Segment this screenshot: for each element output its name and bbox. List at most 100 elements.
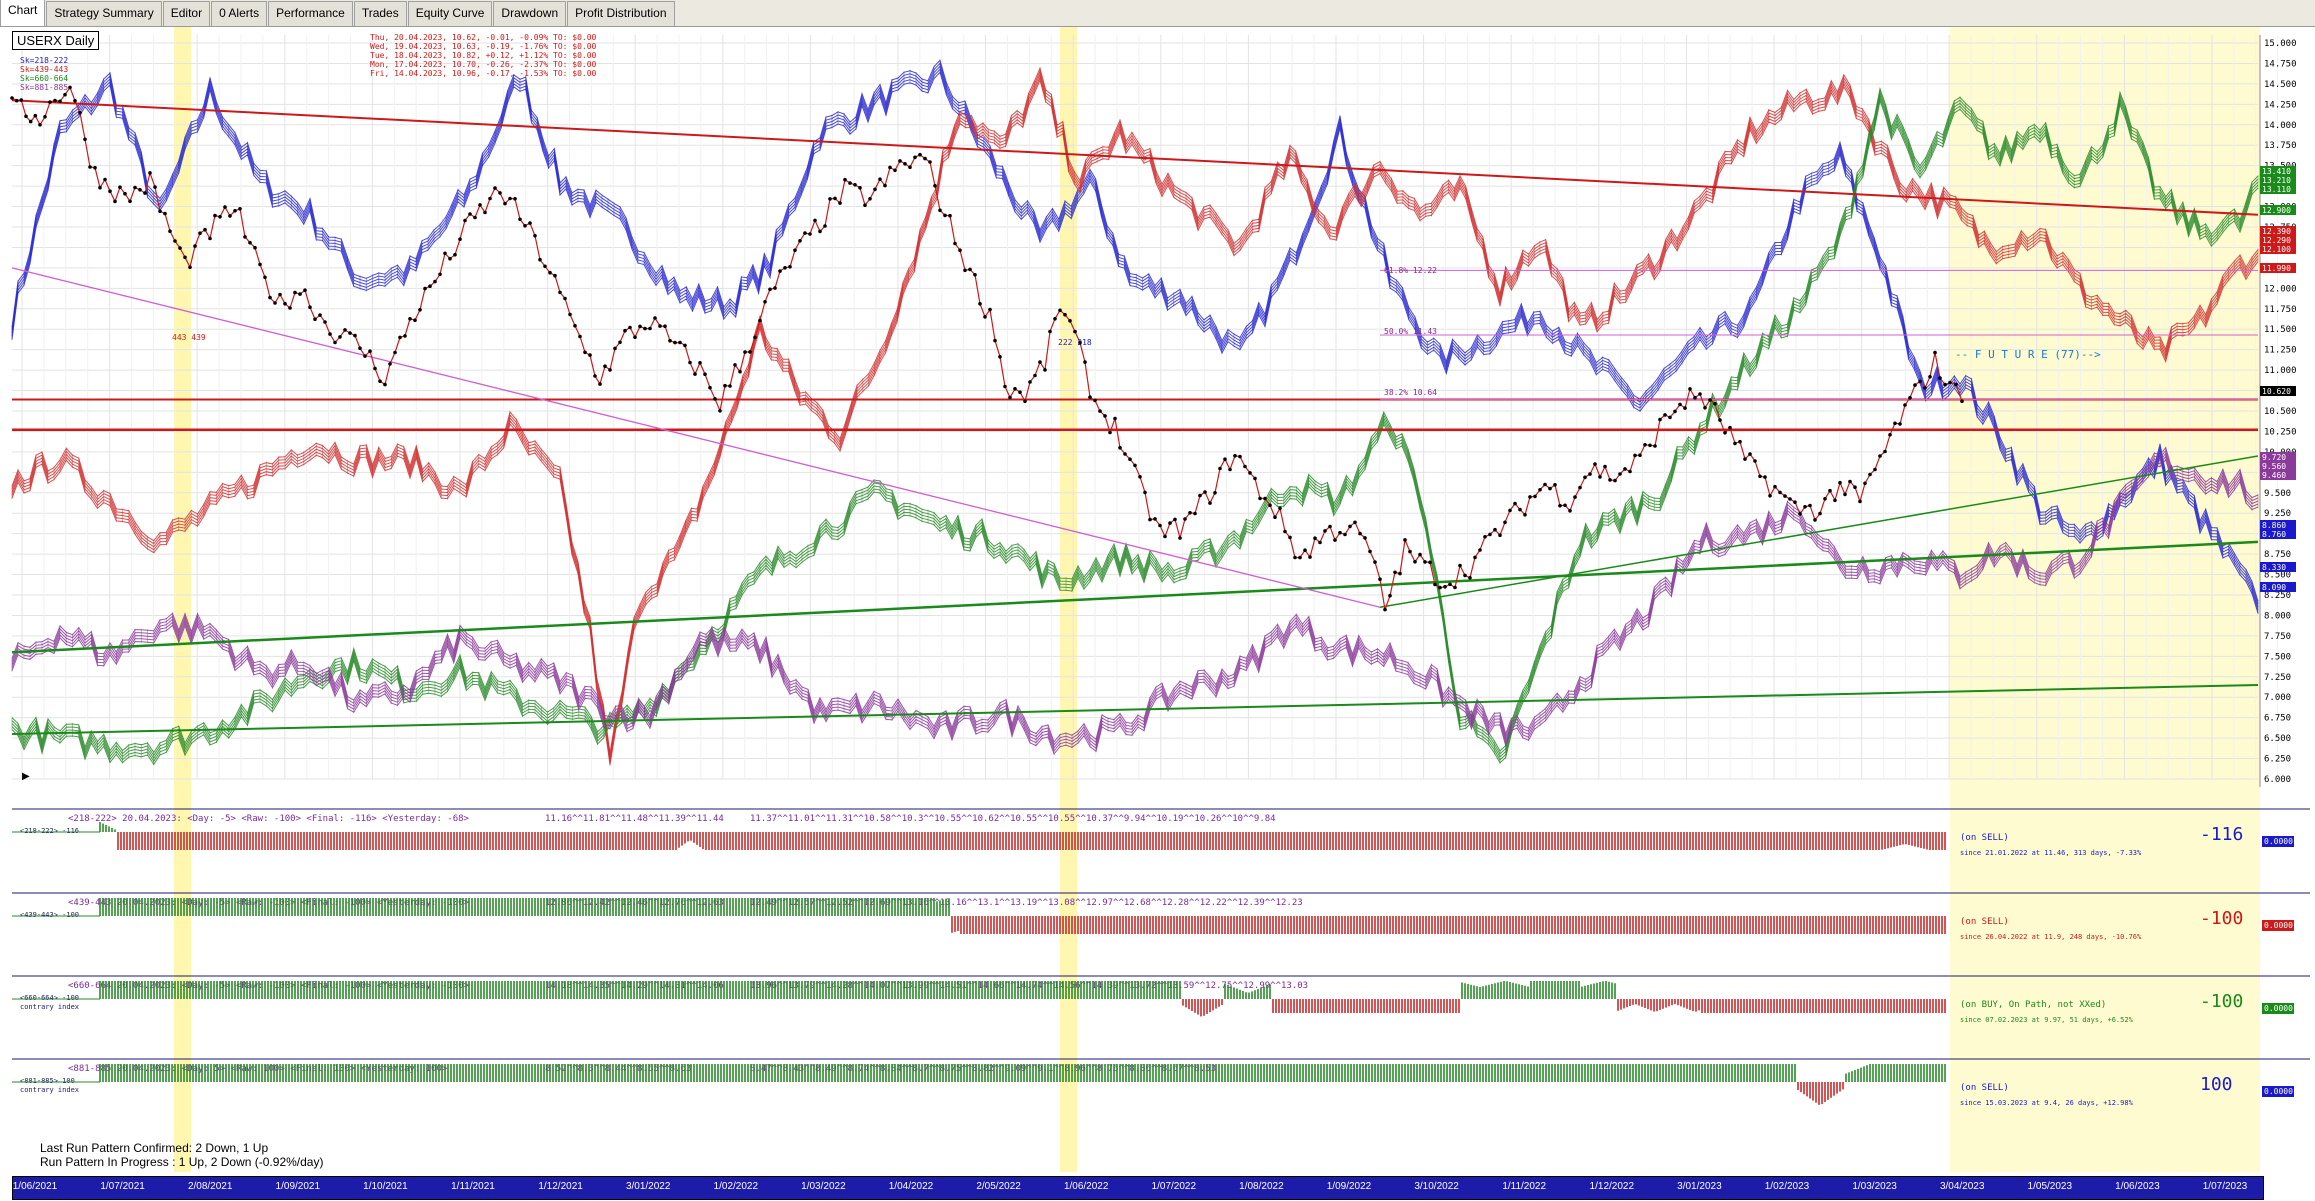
price-point [1728, 425, 1732, 430]
indicator-since: since 21.01.2022 at 11.46, 313 days, -7.… [1960, 849, 2142, 857]
price-point [698, 361, 702, 365]
price-point [1018, 390, 1022, 395]
price-point [448, 256, 452, 261]
price-point [928, 160, 932, 164]
green-series [11, 86, 2259, 766]
price-tick: 10.500 [2264, 407, 2297, 417]
price-point [308, 305, 312, 310]
price-point [1203, 490, 1207, 494]
indicator-box [2262, 1003, 2294, 1014]
price-point [678, 340, 682, 345]
price-point [173, 239, 177, 243]
date-label: 1/11/2021 [451, 1181, 495, 1192]
fib-label: 50.0% 11.43 [1384, 327, 1437, 336]
price-point [1878, 454, 1882, 458]
price-point [1563, 503, 1567, 508]
legend-entry: Sk=218-222 [20, 56, 68, 65]
price-badge-text: 9.720 [2262, 453, 2286, 462]
indicator-box-value: 0.0000 [2264, 837, 2293, 846]
indicator-seq2: 13.96^^13.79^^14.28^^14.07^^13.99^^14.51… [750, 981, 1308, 991]
green-trendline-lower [11, 683, 2259, 736]
price-point [753, 335, 757, 340]
price-point [613, 346, 617, 351]
price-point [1873, 467, 1877, 472]
price-point [418, 308, 422, 312]
price-point [118, 185, 122, 189]
price-badge: 8.760 [2260, 529, 2296, 539]
chart-panel[interactable]: 15.00014.75014.50014.25014.00013.75013.5… [0, 27, 2315, 1176]
price-badge-bg [2260, 452, 2296, 462]
price-point [1558, 503, 1562, 508]
price-point [1263, 496, 1267, 501]
price-point [1798, 512, 1802, 516]
price-point [568, 312, 572, 317]
price-point [903, 162, 907, 166]
tab-trades[interactable]: Trades [353, 1, 407, 26]
price-point [163, 211, 167, 216]
date-label: 1/05/2023 [2027, 1181, 2073, 1192]
price-chart[interactable]: 15.00014.75014.50014.25014.00013.75013.5… [0, 27, 2315, 1176]
price-point [1483, 535, 1487, 539]
price-point [98, 185, 102, 190]
play-icon[interactable]: ▶ [22, 771, 30, 782]
tab-performance[interactable]: Performance [268, 1, 353, 26]
date-label: 3/10/2022 [1414, 1181, 1459, 1192]
price-point [1323, 529, 1327, 533]
price-point [1713, 402, 1717, 406]
date-label: 1/03/2023 [1852, 1181, 1897, 1192]
price-point [653, 316, 657, 320]
price-point [1543, 482, 1547, 487]
price-point [413, 318, 417, 323]
tab-editor[interactable]: Editor [162, 1, 211, 26]
price-point [1343, 532, 1347, 537]
purple-series [11, 446, 2259, 755]
price-point [1368, 549, 1372, 554]
price-point [633, 335, 637, 340]
band-line [11, 449, 2259, 746]
price-point [573, 324, 577, 328]
price-point [1608, 478, 1612, 482]
indicator-box [2262, 920, 2294, 931]
indicator-since: since 26.04.2022 at 11.9, 248 days, -10.… [1960, 933, 2142, 941]
price-point [1463, 573, 1467, 578]
price-point [1678, 402, 1682, 407]
price-point [993, 338, 997, 343]
date-axis: 1/06/2021 1/07/2021 2/08/2021 1/09/2021 1/10… [12, 1176, 2264, 1200]
green-trendline-upper [11, 540, 2259, 654]
price-point [723, 383, 727, 388]
price-tick: 7.500 [2264, 652, 2291, 662]
indicator-score: -116 [2200, 824, 2243, 845]
price-point [1068, 319, 1072, 323]
price-point [958, 248, 962, 252]
price-point [498, 191, 502, 195]
tab-0-alerts[interactable]: 0 Alerts [211, 1, 268, 26]
date-label: 1/04/2022 [888, 1181, 934, 1192]
price-badge: 9.720 [2260, 452, 2296, 462]
price-badge-text: 12.900 [2262, 206, 2291, 215]
price-point [1043, 368, 1047, 372]
tab-strategy-summary[interactable]: Strategy Summary [46, 1, 162, 26]
price-badge-bg [2260, 386, 2296, 396]
price-badge-bg [2260, 184, 2296, 194]
symbol-label[interactable]: USERX Daily [12, 31, 100, 50]
price-badge: 12.390 [2260, 226, 2296, 236]
price-badge-text: 13.210 [2262, 176, 2291, 185]
tab-chart[interactable]: Chart [0, 0, 46, 26]
price-point [1118, 446, 1122, 450]
price-badge-bg [2260, 520, 2296, 530]
price-point [878, 177, 882, 181]
price-point [663, 324, 667, 329]
price-point [1938, 376, 1942, 380]
tab-drawdown[interactable]: Drawdown [493, 1, 567, 26]
indicator-seq1: 8.52^^8.3^^8.44^^8.65^^8.63 [545, 1064, 691, 1074]
price-point [278, 292, 282, 297]
price-point [1153, 517, 1157, 521]
price-point [1453, 585, 1457, 590]
tab-profit-distribution[interactable]: Profit Distribution [567, 1, 675, 26]
indicator-panel-0: <218-222> 20.04.2023: <Day: -5> <Raw: -1… [12, 808, 2310, 857]
tab-equity-curve[interactable]: Equity Curve [407, 1, 493, 26]
price-point [1913, 383, 1917, 387]
price-point [108, 189, 112, 193]
price-point [313, 317, 317, 322]
indicator-tag: <881-885> 100 [20, 1077, 75, 1085]
